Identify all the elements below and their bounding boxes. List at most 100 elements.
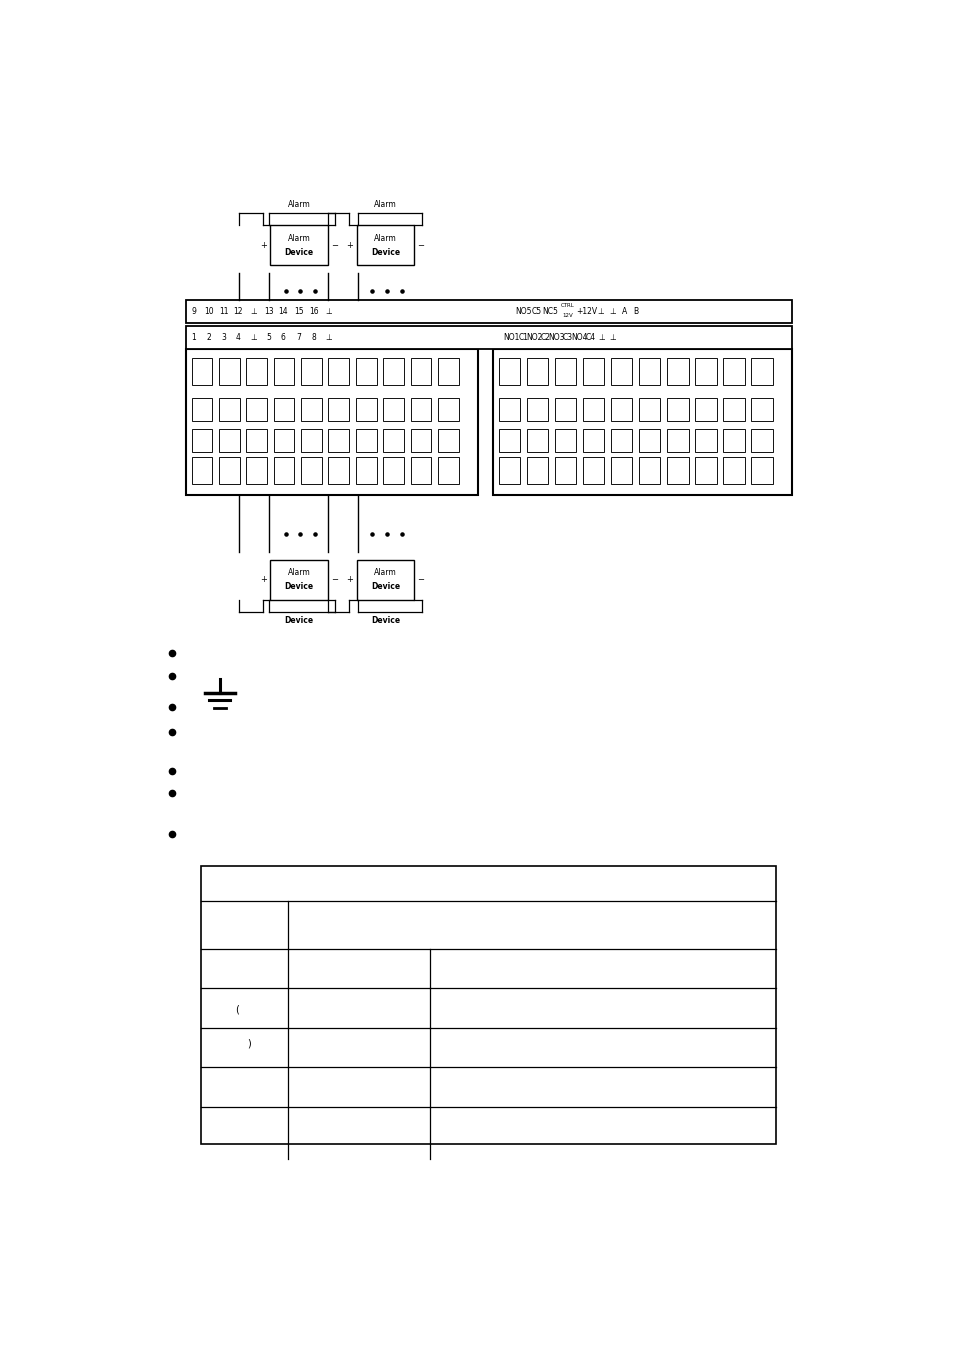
Bar: [582, 429, 603, 452]
Text: 14: 14: [278, 308, 288, 316]
Bar: [410, 458, 431, 485]
Bar: [355, 429, 376, 452]
Bar: [526, 429, 547, 452]
Bar: [328, 359, 349, 386]
Bar: [274, 398, 294, 421]
Bar: [722, 359, 744, 386]
Text: C4: C4: [584, 333, 595, 342]
Bar: [219, 398, 239, 421]
Text: C1: C1: [518, 333, 528, 342]
Text: (: (: [235, 1004, 239, 1014]
Bar: [219, 458, 239, 485]
Text: ⊥: ⊥: [251, 333, 257, 342]
Bar: [526, 398, 547, 421]
Text: 3: 3: [221, 333, 226, 342]
Text: C3: C3: [562, 333, 573, 342]
Bar: [356, 560, 414, 599]
Text: ⊥: ⊥: [597, 308, 603, 316]
Bar: [639, 359, 659, 386]
Text: 11: 11: [218, 308, 228, 316]
Text: B: B: [633, 308, 638, 316]
Bar: [355, 398, 376, 421]
Text: ⊥: ⊥: [608, 333, 615, 342]
Text: Alarm: Alarm: [287, 200, 310, 209]
Bar: [722, 458, 744, 485]
Bar: [410, 359, 431, 386]
Text: +: +: [260, 240, 267, 250]
Bar: [328, 429, 349, 452]
Bar: [554, 429, 576, 452]
Bar: [246, 458, 267, 485]
Text: Device: Device: [371, 582, 399, 591]
Text: 2: 2: [206, 333, 211, 342]
Bar: [582, 359, 603, 386]
Bar: [301, 458, 321, 485]
Text: NO4: NO4: [570, 333, 587, 342]
Bar: [274, 429, 294, 452]
Bar: [751, 398, 772, 421]
Bar: [639, 458, 659, 485]
Bar: [722, 429, 744, 452]
Bar: [355, 359, 376, 386]
Text: +: +: [346, 575, 353, 585]
Bar: [192, 458, 213, 485]
Text: ⊥: ⊥: [325, 308, 332, 316]
Bar: [410, 429, 431, 452]
Bar: [328, 398, 349, 421]
Bar: [498, 458, 519, 485]
Bar: [751, 458, 772, 485]
Text: ⊥: ⊥: [608, 308, 615, 316]
Text: +: +: [346, 240, 353, 250]
Bar: [246, 398, 267, 421]
Bar: [200, 865, 775, 1145]
Text: Device: Device: [284, 616, 314, 625]
Text: NO5: NO5: [515, 308, 532, 316]
Bar: [246, 359, 267, 386]
Text: Device: Device: [371, 616, 399, 625]
Bar: [554, 458, 576, 485]
Bar: [554, 359, 576, 386]
Text: 4: 4: [235, 333, 240, 342]
Bar: [666, 359, 688, 386]
Bar: [582, 398, 603, 421]
Bar: [301, 429, 321, 452]
Bar: [301, 398, 321, 421]
Text: −: −: [331, 575, 337, 585]
Text: −: −: [331, 240, 337, 250]
Bar: [751, 429, 772, 452]
Text: 9: 9: [192, 308, 196, 316]
Text: C2: C2: [540, 333, 550, 342]
Text: C5: C5: [532, 308, 541, 316]
Bar: [695, 359, 716, 386]
Bar: [219, 429, 239, 452]
Text: Alarm: Alarm: [287, 568, 310, 578]
Bar: [639, 429, 659, 452]
Text: NC5: NC5: [542, 308, 558, 316]
Bar: [666, 398, 688, 421]
Bar: [383, 359, 403, 386]
Text: 12V: 12V: [562, 313, 573, 319]
Text: 10: 10: [204, 308, 213, 316]
Bar: [186, 327, 791, 350]
Bar: [554, 398, 576, 421]
Bar: [610, 458, 632, 485]
Text: 13: 13: [264, 308, 274, 316]
Text: Alarm: Alarm: [374, 568, 396, 578]
Text: Device: Device: [371, 248, 399, 256]
Bar: [610, 429, 632, 452]
Text: 1: 1: [192, 333, 196, 342]
Bar: [437, 398, 458, 421]
Text: Alarm: Alarm: [287, 234, 310, 243]
Bar: [695, 398, 716, 421]
Text: +12V: +12V: [577, 308, 598, 316]
Bar: [219, 359, 239, 386]
Bar: [751, 359, 772, 386]
Bar: [383, 458, 403, 485]
Bar: [498, 359, 519, 386]
Text: Device: Device: [284, 582, 314, 591]
Text: Device: Device: [284, 248, 314, 256]
Text: NO3: NO3: [548, 333, 564, 342]
Text: +: +: [260, 575, 267, 585]
Bar: [270, 560, 328, 599]
Bar: [639, 398, 659, 421]
